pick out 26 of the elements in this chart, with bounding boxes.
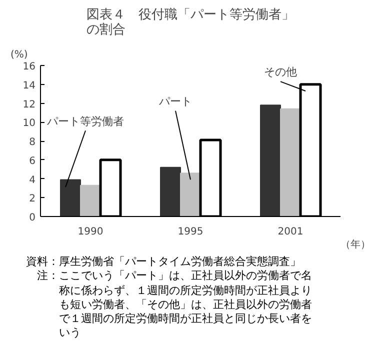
x-tick-label: 1990 — [78, 226, 104, 238]
x-axis-title: （年） — [340, 238, 370, 250]
bar — [60, 179, 81, 216]
bar — [280, 108, 301, 216]
y-tick-label: 8 — [29, 137, 36, 148]
text: 注：ここでいう「パート」は、正社員以外の労働者で名称に係わらず、１週間の所定労働時間が正社員よりも短い労働者、「その他」は、正社員以外の労働者で１週間の所定労働時間が正社員と同じか長い者をいう — [36, 269, 313, 341]
chart-title: 図表４ 役付職「パート等労働者」の割合 — [86, 8, 294, 38]
series-label: その他 — [264, 66, 297, 79]
y-tick-label: 6 — [29, 156, 36, 167]
bar — [180, 172, 201, 216]
y-axis-title: (%) — [10, 50, 28, 60]
y-tick-label: 10 — [22, 118, 36, 130]
bar — [260, 104, 281, 216]
y-tick-label: 14 — [22, 80, 36, 92]
y-tick-label: 0 — [29, 212, 36, 224]
text: パート等労働者 — [46, 114, 124, 128]
x-tick-label: 1995 — [178, 226, 204, 238]
y-tick-label: 2 — [29, 194, 36, 205]
bar — [80, 184, 101, 216]
bar — [160, 166, 181, 216]
text: パート — [158, 94, 192, 108]
y-tick-label: 16 — [22, 62, 36, 72]
y-tick-label: 12 — [22, 99, 36, 110]
text: 資料：厚生労働省「パートタイム労働者総合実態調査」 — [25, 255, 301, 270]
x-tick-label: 2001 — [278, 226, 304, 238]
y-tick-label: 4 — [29, 174, 36, 186]
